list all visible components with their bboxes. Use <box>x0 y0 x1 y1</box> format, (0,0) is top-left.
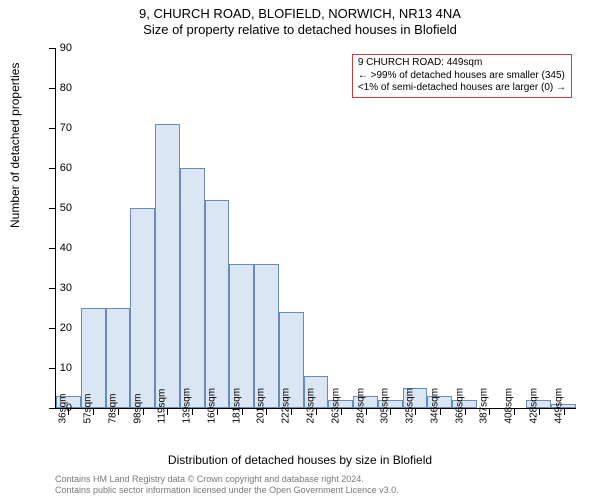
histogram-chart: 9, CHURCH ROAD, BLOFIELD, NORWICH, NR13 … <box>0 0 600 500</box>
histogram-bar <box>254 264 279 408</box>
y-tick-label: 90 <box>60 42 72 54</box>
attribution-text: Contains HM Land Registry data © Crown c… <box>55 474 399 496</box>
y-tick <box>49 288 55 289</box>
y-tick-label: 20 <box>60 322 72 334</box>
y-tick-label: 70 <box>60 122 72 134</box>
y-tick <box>49 408 55 409</box>
x-axis-label: Distribution of detached houses by size … <box>0 453 600 467</box>
histogram-bar <box>205 200 230 408</box>
y-tick <box>49 208 55 209</box>
annotation-line: ← >99% of detached houses are smaller (3… <box>358 70 566 83</box>
annotation-box: 9 CHURCH ROAD: 449sqm← >99% of detached … <box>352 54 572 98</box>
y-tick <box>49 328 55 329</box>
y-tick-label: 80 <box>60 82 72 94</box>
histogram-bar <box>229 264 254 408</box>
histogram-bar <box>130 208 155 408</box>
x-tick <box>167 409 168 415</box>
y-tick <box>49 168 55 169</box>
y-tick-label: 30 <box>60 282 72 294</box>
y-tick <box>49 248 55 249</box>
annotation-line: 9 CHURCH ROAD: 449sqm <box>358 57 566 70</box>
y-tick <box>49 368 55 369</box>
y-axis-label: Number of detached properties <box>8 63 22 228</box>
y-tick <box>49 128 55 129</box>
y-tick-label: 40 <box>60 242 72 254</box>
y-tick-label: 10 <box>60 362 72 374</box>
title-subtitle: Size of property relative to detached ho… <box>0 22 600 38</box>
y-tick-label: 50 <box>60 202 72 214</box>
histogram-bar <box>180 168 205 408</box>
chart-title: 9, CHURCH ROAD, BLOFIELD, NORWICH, NR13 … <box>0 0 600 39</box>
histogram-bar <box>155 124 180 408</box>
y-tick-label: 60 <box>60 162 72 174</box>
attribution-line1: Contains HM Land Registry data © Crown c… <box>55 474 399 485</box>
y-tick <box>49 48 55 49</box>
plot-area <box>55 48 576 409</box>
title-address: 9, CHURCH ROAD, BLOFIELD, NORWICH, NR13 … <box>0 6 600 22</box>
x-tick <box>266 409 267 415</box>
annotation-line: <1% of semi-detached houses are larger (… <box>358 82 566 95</box>
y-tick <box>49 88 55 89</box>
attribution-line2: Contains public sector information licen… <box>55 485 399 496</box>
